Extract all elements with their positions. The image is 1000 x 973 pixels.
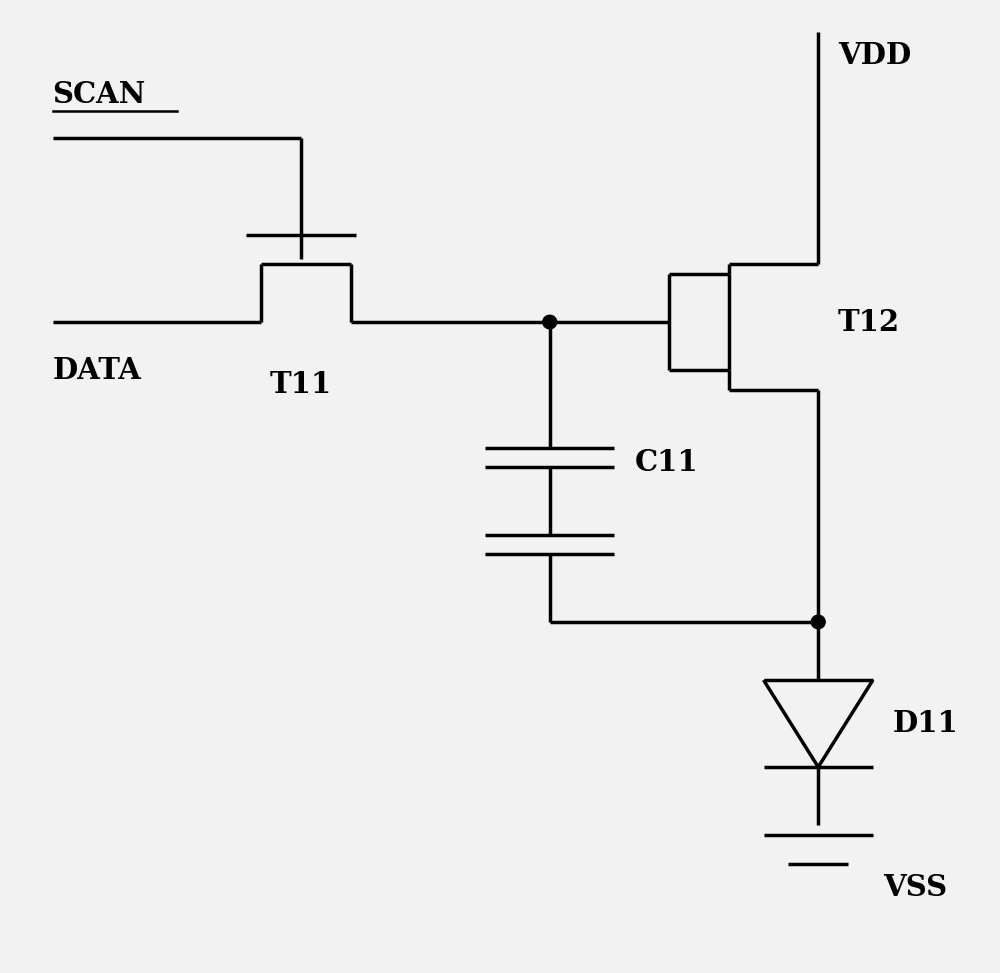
Circle shape [811, 615, 825, 629]
Text: VDD: VDD [838, 42, 911, 70]
Circle shape [543, 315, 557, 329]
Text: DATA: DATA [53, 356, 141, 385]
Text: C11: C11 [634, 448, 698, 477]
Text: D11: D11 [893, 709, 959, 739]
Text: VSS: VSS [883, 874, 947, 903]
Text: T11: T11 [270, 371, 332, 399]
Text: T12: T12 [838, 307, 900, 337]
Text: SCAN: SCAN [53, 80, 146, 109]
